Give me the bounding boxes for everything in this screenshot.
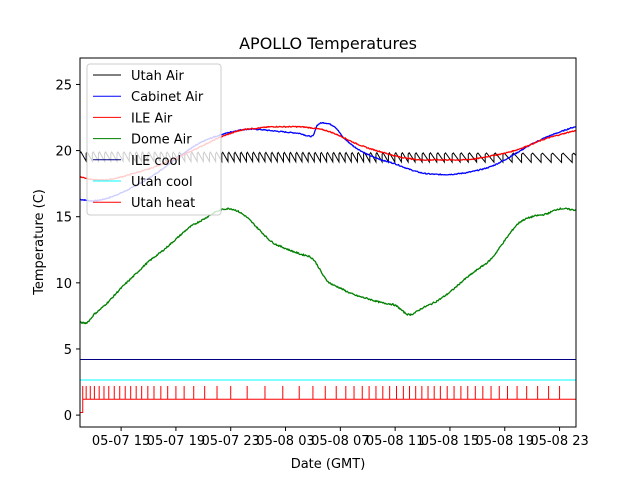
legend-item-ile-air: ILE Air [93, 111, 173, 126]
y-tick-label: 15 [55, 211, 72, 226]
legend-label: Utah Air [131, 69, 184, 84]
legend: Utah Air Cabinet Air ILE Air Dome Air ILE co… [86, 63, 222, 216]
chart-title: APOLLO Temperatures [239, 34, 417, 53]
x-tick-label: 05-08 19 [476, 434, 534, 449]
x-tick-label: 05-07 23 [201, 434, 259, 449]
legend-item-utah-air: Utah Air [93, 69, 184, 84]
legend-item-ile-cool: ILE cool [93, 154, 181, 169]
y-axis: 0 5 10 15 20 25 [55, 78, 80, 424]
series-dome-air [80, 207, 576, 325]
x-tick-label: 05-08 07 [311, 434, 369, 449]
legend-label: ILE Air [131, 111, 173, 126]
x-tick-label: 05-08 15 [421, 434, 479, 449]
legend-label: ILE cool [131, 154, 181, 169]
x-tick-label: 05-07 15 [92, 434, 150, 449]
legend-label: Utah heat [131, 196, 195, 211]
y-tick-label: 5 [64, 343, 72, 358]
x-tick-label: 05-08 11 [366, 434, 424, 449]
series-line-utah-heat [80, 386, 576, 413]
y-axis-label: Temperature (C) [32, 189, 47, 296]
y-tick-label: 10 [55, 277, 72, 292]
legend-label: Cabinet Air [131, 90, 204, 105]
series-utah-heat [80, 386, 576, 413]
x-axis-label: Date (GMT) [291, 457, 366, 472]
legend-item-utah-cool: Utah cool [93, 175, 193, 190]
legend-item-cabinet-air: Cabinet Air [93, 90, 204, 105]
legend-item-dome-air: Dome Air [93, 133, 192, 148]
legend-item-utah-heat: Utah heat [93, 196, 195, 211]
series-line-dome-air [80, 207, 576, 325]
x-tick-label: 05-07 19 [147, 434, 205, 449]
y-tick-label: 20 [55, 145, 72, 160]
legend-label: Dome Air [131, 133, 192, 148]
legend-box [86, 63, 222, 216]
legend-label: Utah cool [131, 175, 193, 190]
y-tick-label: 0 [64, 409, 72, 424]
x-tick-label: 05-08 03 [256, 434, 314, 449]
y-tick-label: 25 [55, 78, 72, 93]
axes-frame [79, 57, 577, 428]
x-tick-label: 05-08 23 [530, 434, 588, 449]
